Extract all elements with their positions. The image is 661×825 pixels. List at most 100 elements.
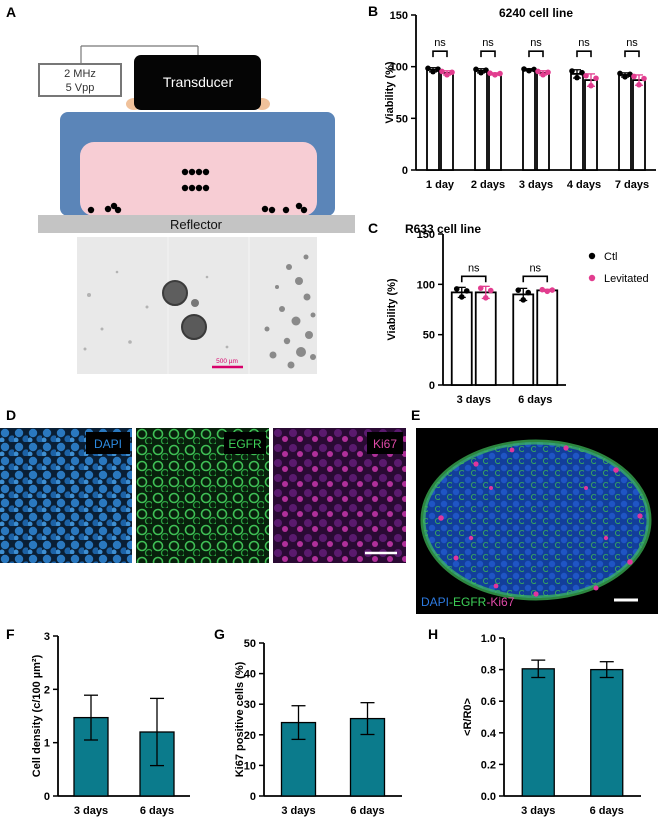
y-tick-label: 100 bbox=[390, 62, 408, 74]
y-tick-label: 1.0 bbox=[481, 633, 496, 645]
y-tick-label: 0.0 bbox=[481, 791, 496, 803]
bar bbox=[618, 74, 632, 171]
data-point bbox=[473, 66, 479, 73]
merged-spheroid-micrograph: DAPI-EGFR-Ki67 bbox=[416, 428, 658, 614]
x-tick-label: 4 days bbox=[567, 179, 601, 191]
legend-marker bbox=[588, 252, 596, 260]
chart-r633-viability: 0 50 100 150 Viability (%) R633 cell line ns 3 … bbox=[386, 222, 649, 406]
y-tick-label: 30 bbox=[244, 699, 256, 711]
significance-label: ns bbox=[529, 262, 541, 274]
bar bbox=[474, 69, 488, 171]
chart-title: R633 cell line bbox=[405, 222, 481, 236]
panel-letter-e: E bbox=[411, 407, 421, 423]
significance-label: ns bbox=[626, 37, 638, 49]
x-tick-label: 3 days bbox=[281, 805, 315, 817]
y-tick-label: 0 bbox=[429, 380, 435, 392]
data-point bbox=[497, 70, 503, 77]
y-tick-label: 100 bbox=[417, 279, 435, 291]
data-point bbox=[483, 67, 489, 73]
y-tick-label: 0.4 bbox=[481, 728, 497, 740]
scale-bar-label: 500 µm bbox=[216, 358, 238, 365]
panel-letter-h: H bbox=[428, 626, 439, 642]
significance-bracket bbox=[576, 50, 592, 58]
bar bbox=[488, 73, 502, 171]
dapi-channel-label: DAPI bbox=[94, 437, 122, 451]
data-point bbox=[617, 70, 623, 77]
transducer-label: Transducer bbox=[163, 74, 234, 90]
significance-label: ns bbox=[468, 262, 480, 274]
reflector-label: Reflector bbox=[170, 217, 223, 232]
x-tick-label: 3 days bbox=[521, 805, 555, 817]
x-tick-label: 6 days bbox=[350, 805, 384, 817]
data-point bbox=[593, 75, 599, 82]
y-tick-label: 0.2 bbox=[481, 759, 496, 771]
data-point bbox=[622, 73, 628, 80]
y-axis-label: Viability (%) bbox=[384, 61, 396, 123]
y-tick-label: 0.8 bbox=[481, 665, 496, 677]
panel-letter-d: D bbox=[6, 407, 17, 423]
data-point bbox=[449, 69, 455, 76]
brightfield-micrograph: 500 µm bbox=[77, 237, 317, 374]
data-point bbox=[458, 294, 465, 300]
significance-bracket bbox=[432, 50, 448, 58]
significance-label: ns bbox=[482, 37, 494, 49]
y-axis-label: <R/R0> bbox=[462, 698, 474, 736]
spheroid-1 bbox=[162, 280, 188, 306]
bar bbox=[570, 73, 584, 171]
signal-generator-box bbox=[38, 63, 122, 97]
egfr-channel-label: EGFR bbox=[228, 437, 262, 451]
x-tick-label: 3 days bbox=[457, 394, 491, 406]
x-tick-label: 3 days bbox=[74, 805, 108, 817]
levitation-schematic: 2 MHz 5 Vpp Transducer Reflector bbox=[38, 45, 355, 233]
legend-marker bbox=[588, 274, 596, 282]
panel-letter-c: C bbox=[368, 220, 379, 236]
panel-letter-g: G bbox=[214, 626, 225, 642]
bar bbox=[536, 289, 559, 386]
panel-letter-f: F bbox=[6, 626, 15, 642]
y-axis-label: Cell density (c/100 µm²) bbox=[31, 654, 43, 777]
y-tick-label: 150 bbox=[390, 10, 408, 22]
y-tick-label: 0 bbox=[402, 165, 408, 177]
bar bbox=[474, 291, 497, 386]
levitated-cells bbox=[181, 168, 210, 192]
generator-voltage: 5 Vpp bbox=[66, 82, 95, 94]
significance-bracket bbox=[460, 275, 487, 283]
chart-title: 6240 cell line bbox=[499, 6, 573, 20]
data-point bbox=[588, 82, 594, 89]
ki67-micrograph: Ki67 bbox=[273, 428, 406, 563]
data-point bbox=[583, 72, 589, 79]
merge-label: DAPI-EGFR-Ki67 bbox=[421, 595, 515, 609]
significance-bracket bbox=[624, 50, 640, 58]
data-point bbox=[544, 288, 551, 295]
y-tick-label: 3 bbox=[44, 631, 50, 643]
data-point bbox=[631, 73, 637, 80]
significance-bracket bbox=[528, 50, 544, 58]
chart-ki67-positive: 0 10 20 30 40 50 Ki67 positive cells (%) 3 days… bbox=[234, 638, 402, 817]
data-point bbox=[526, 67, 532, 74]
chart-6240-viability: 0 50 100 150 Viability (%) 6240 cell line ns 1 … bbox=[384, 6, 656, 191]
data-point bbox=[636, 81, 642, 88]
x-tick-label: 2 days bbox=[471, 179, 505, 191]
x-tick-label: 3 days bbox=[519, 179, 553, 191]
bar bbox=[512, 293, 535, 386]
data-point bbox=[487, 70, 493, 76]
chart-r-over-r0: 0.0 0.2 0.4 0.6 0.8 1.0 <R/R0> 3 days 6 days bbox=[462, 633, 641, 817]
bar bbox=[536, 71, 550, 171]
data-point bbox=[515, 287, 522, 293]
y-tick-label: 50 bbox=[423, 330, 435, 342]
data-point bbox=[539, 286, 546, 293]
panel-letter-a: A bbox=[6, 4, 17, 20]
bar bbox=[450, 291, 473, 386]
data-point bbox=[477, 285, 484, 291]
data-point bbox=[545, 69, 551, 76]
egfr-micrograph: EGFR bbox=[136, 428, 269, 563]
legend-label: Levitated bbox=[604, 273, 649, 285]
bar bbox=[632, 79, 646, 171]
y-tick-label: 0.6 bbox=[481, 696, 496, 708]
data-point bbox=[487, 287, 494, 294]
data-point bbox=[463, 288, 470, 294]
bar bbox=[426, 68, 440, 171]
significance-bracket bbox=[480, 50, 496, 58]
bar bbox=[521, 668, 555, 797]
